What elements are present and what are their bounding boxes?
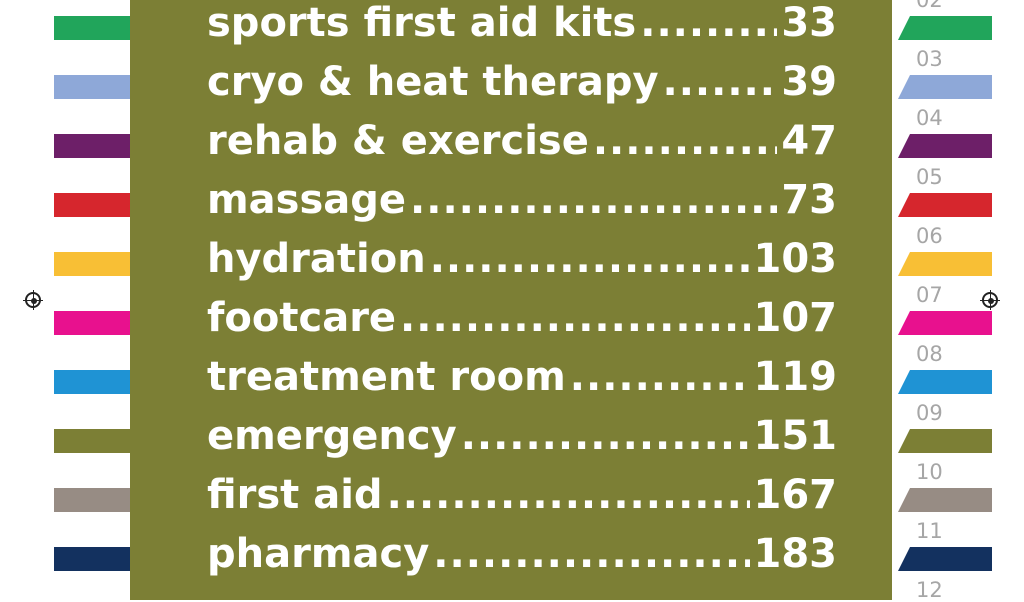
toc-label: hydration [207, 236, 426, 282]
toc-row[interactable]: pharmacy................................… [207, 525, 837, 583]
toc-label: pharmacy [207, 531, 430, 577]
toc-label: treatment room [207, 354, 566, 400]
section-tab [898, 193, 992, 217]
toc-label: rehab & exercise [207, 118, 589, 164]
toc-page-number: 73 [781, 177, 837, 223]
toc-row[interactable]: first aid...............................… [207, 466, 837, 524]
tab-number: 06 [916, 224, 943, 248]
toc-row[interactable]: sports first aid kits...................… [207, 0, 837, 52]
table-of-contents-panel [130, 0, 892, 600]
toc-row[interactable]: treatment room..........................… [207, 348, 837, 406]
toc-page-number: 167 [753, 472, 838, 518]
toc-leader-dots: ........................................… [386, 472, 750, 518]
toc-row[interactable]: footcare................................… [207, 289, 837, 347]
section-tab [898, 429, 992, 453]
color-strip [54, 75, 130, 99]
toc-row[interactable]: hydration...............................… [207, 230, 837, 288]
section-tab [898, 547, 992, 571]
tab-number: 03 [916, 47, 943, 71]
toc-leader-dots: ........................................… [460, 413, 750, 459]
color-strip [54, 547, 130, 571]
tab-number: 02 [916, 0, 943, 12]
toc-label: cryo & heat therapy [207, 59, 659, 105]
tab-number-12: 12 [916, 578, 943, 602]
toc-page-number: 107 [753, 295, 838, 341]
toc-leader-dots: ........................................… [429, 236, 750, 282]
toc-page-number: 119 [753, 354, 838, 400]
section-tab [898, 311, 992, 335]
toc-page-number: 151 [753, 413, 838, 459]
toc-label: massage [207, 177, 407, 223]
tab-number: 05 [916, 165, 943, 189]
color-strip [54, 252, 130, 276]
toc-page-number: 103 [753, 236, 838, 282]
toc-leader-dots: ........................................… [662, 59, 778, 105]
toc-row[interactable]: cryo & heat therapy.....................… [207, 53, 837, 111]
color-strip [54, 311, 130, 335]
toc-leader-dots: ........................................… [640, 0, 777, 46]
toc-page-number: 39 [781, 59, 837, 105]
color-strip [54, 16, 130, 40]
toc-page-number: 183 [753, 531, 838, 577]
toc-leader-dots: ........................................… [433, 531, 749, 577]
toc-label: sports first aid kits [207, 0, 637, 46]
toc-row[interactable]: rehab & exercise........................… [207, 112, 837, 170]
toc-row[interactable]: massage.................................… [207, 171, 837, 229]
tab-number: 10 [916, 460, 943, 484]
toc-leader-dots: ........................................… [592, 118, 777, 164]
tab-number: 04 [916, 106, 943, 130]
tab-number: 11 [916, 519, 943, 543]
color-strip [54, 193, 130, 217]
toc-label: first aid [207, 472, 383, 518]
toc-leader-dots: ........................................… [410, 177, 777, 223]
tab-number: 09 [916, 401, 943, 425]
section-tab [898, 252, 992, 276]
toc-label: footcare [207, 295, 397, 341]
tab-number: 07 [916, 283, 943, 307]
toc-page-number: 33 [781, 0, 837, 46]
section-tab [898, 134, 992, 158]
color-strip [54, 134, 130, 158]
color-strip [54, 429, 130, 453]
color-strip [54, 488, 130, 512]
section-tab [898, 16, 992, 40]
registration-mark-right-icon [980, 290, 1000, 310]
toc-leader-dots: ........................................… [400, 295, 750, 341]
section-tab [898, 488, 992, 512]
tab-number: 08 [916, 342, 943, 366]
toc-row[interactable]: emergency...............................… [207, 407, 837, 465]
toc-page-number: 47 [781, 118, 837, 164]
toc-leader-dots: ........................................… [569, 354, 750, 400]
section-tab [898, 370, 992, 394]
toc-label: emergency [207, 413, 457, 459]
color-strip [54, 370, 130, 394]
section-tab [898, 75, 992, 99]
registration-mark-left-icon [23, 290, 43, 310]
